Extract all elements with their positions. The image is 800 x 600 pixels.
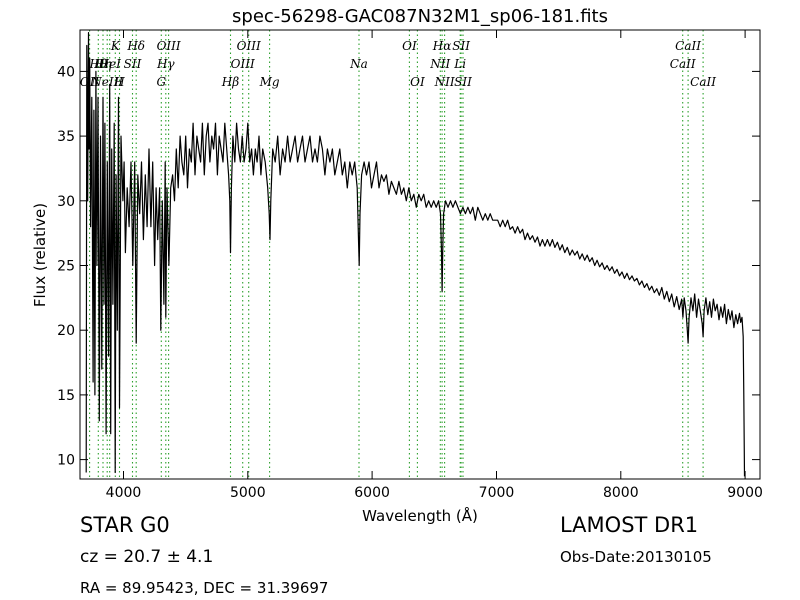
line-label-10: Hγ	[156, 57, 175, 71]
spectrum-series	[85, 31, 746, 477]
line-label-19: NII	[429, 57, 450, 71]
line-label-25: CaII	[670, 57, 696, 71]
line-label-2: Hη	[93, 57, 112, 71]
line-label-22: Li	[453, 57, 466, 71]
line-label-14: OIII	[237, 39, 261, 53]
x-tick-label-1: 5000	[230, 485, 266, 501]
y-tick-label-0: 10	[57, 453, 75, 469]
y-axis-label: Flux (relative)	[31, 203, 49, 307]
line-label-0: OII	[80, 75, 100, 89]
spectrum-line	[85, 31, 746, 477]
x-tick-label-0: 4000	[106, 485, 142, 501]
line-label-15: Mg	[259, 75, 280, 89]
line-label-24: SII	[454, 75, 472, 89]
redshift-value: cz = 20.7 ± 4.1	[80, 547, 214, 567]
line-label-21: NII	[434, 75, 455, 89]
observation-date: Obs-Date:20130105	[560, 548, 712, 566]
line-label-1: Hθ	[88, 57, 107, 71]
line-label-27: CaII	[690, 75, 716, 89]
line-label-3: NeIII	[90, 75, 123, 89]
line-label-8: Hδ	[126, 39, 145, 53]
x-axis-ticks: 4000 5000 6000 7000 8000 9000	[106, 30, 763, 501]
chart-title: spec-56298-GAC087N32M1_sp06-181.fits	[232, 6, 608, 27]
object-class: STAR G0	[80, 513, 170, 537]
y-axis-ticks: 10 15 20 25 30 35 40	[57, 64, 760, 469]
plot-frame	[79, 29, 761, 480]
line-label-6: H	[113, 75, 125, 89]
x-tick-label-2: 6000	[354, 485, 390, 501]
spectral-line-markers	[89, 30, 704, 479]
y-tick-label-6: 40	[57, 64, 75, 80]
line-label-18: OI	[410, 75, 425, 89]
y-tick-label-4: 30	[57, 194, 75, 210]
sky-coordinates: RA = 89.95423, DEC = 31.39697	[80, 579, 329, 597]
y-tick-label-1: 15	[57, 388, 75, 404]
line-label-12: Hβ	[221, 75, 239, 89]
line-label-5: K	[110, 39, 121, 53]
line-label-26: CaII	[675, 39, 701, 53]
y-tick-label-3: 25	[57, 259, 75, 275]
x-axis-label: Wavelength (Å)	[362, 506, 478, 525]
y-tick-label-5: 35	[57, 129, 75, 145]
line-label-17: OI	[402, 39, 417, 53]
y-tick-label-2: 20	[57, 323, 75, 339]
x-tick-label-3: 7000	[479, 485, 515, 501]
line-label-11: OIII	[157, 39, 181, 53]
survey-name: LAMOST DR1	[560, 513, 699, 537]
line-label-16: Na	[349, 57, 368, 71]
x-tick-label-4: 8000	[603, 485, 639, 501]
line-label-23: SII	[452, 39, 470, 53]
line-label-20: Hα	[432, 39, 452, 53]
line-label-13: OIII	[231, 57, 255, 71]
line-label-7: SII	[124, 57, 142, 71]
line-label-9: G	[157, 75, 167, 89]
line-label-4: HeI	[98, 57, 122, 71]
x-tick-label-5: 9000	[727, 485, 763, 501]
